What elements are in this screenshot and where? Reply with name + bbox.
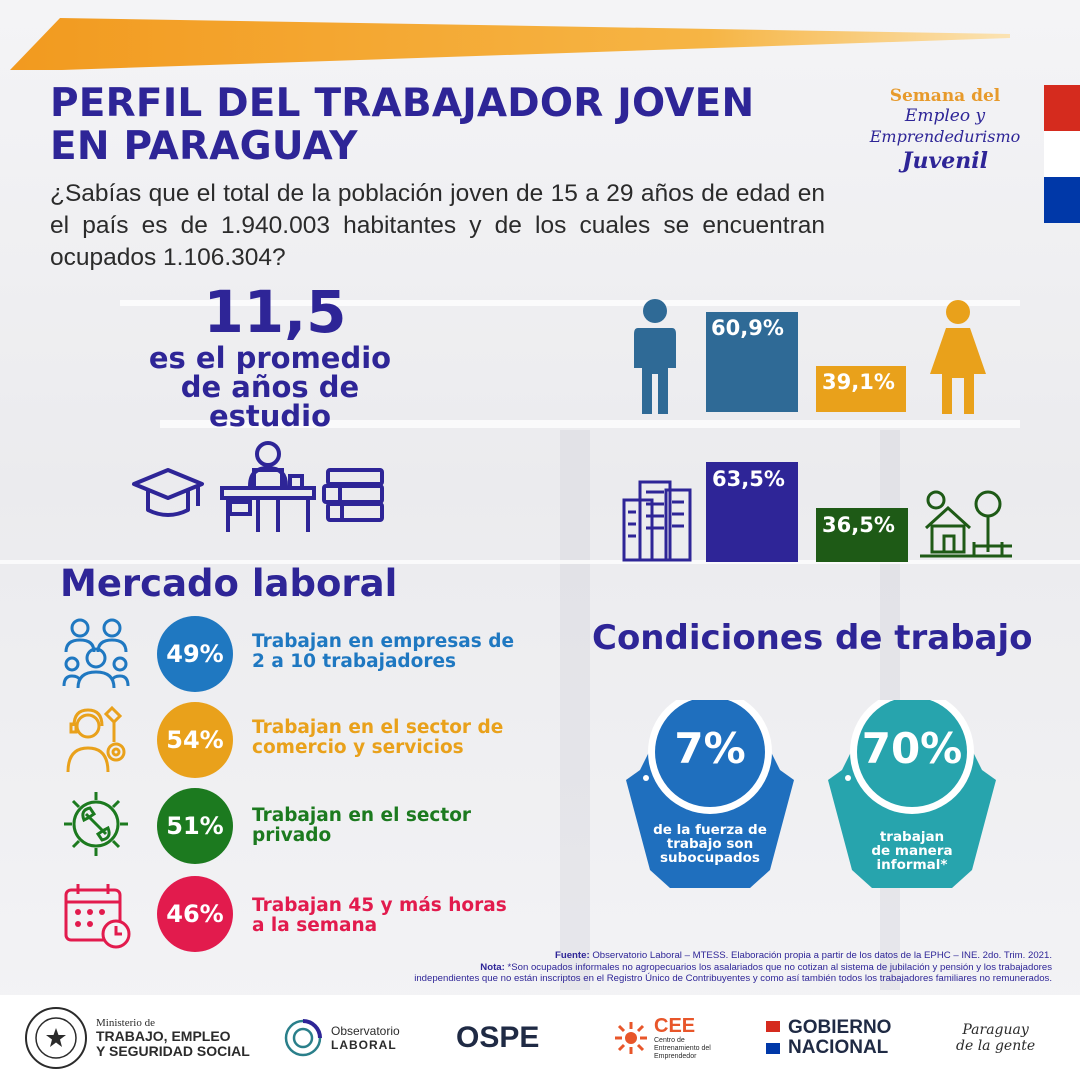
female-bar — [816, 366, 906, 412]
intro-paragraph: ¿Sabías que el total de la población jov… — [50, 180, 825, 271]
source-note: Fuente: Observatorio Laboral – MTESS. El… — [414, 950, 1052, 984]
urban-pct-label: 63,5% — [712, 467, 785, 491]
male-bar — [706, 312, 798, 412]
background-beam — [160, 420, 1020, 428]
observatorio-logo: Observatorio LABORAL — [283, 995, 400, 1080]
background-beam — [0, 560, 1080, 564]
mercado-laboral-heading: Mercado laboral — [60, 562, 398, 605]
informal-badge — [828, 700, 996, 888]
workers-group-icon — [62, 618, 130, 689]
paraguay-de-la-gente-logo: Paraguay de la gente — [956, 1021, 1036, 1054]
ospe-logo: OSPE — [456, 1020, 540, 1054]
stat-text-commerce: Trabajan en el sector de comercio y servi… — [252, 717, 504, 758]
rural-bar — [816, 508, 908, 562]
city-buildings-icon — [622, 480, 692, 562]
stat-pct-commerce: 54% — [157, 702, 233, 778]
stat-text-private-sector: Trabajan en el sector privado — [252, 805, 472, 846]
education-years-value: 11,5 — [203, 278, 347, 346]
stat-text-weekly-hours: Trabajan 45 y más horas a la semana — [252, 895, 507, 936]
rural-house-icon — [920, 490, 1012, 558]
stat-text-small-companies: Trabajan en empresas de 2 a 10 trabajador… — [252, 631, 514, 672]
background-column — [560, 430, 590, 990]
student-at-desk-icon — [220, 441, 316, 532]
male-icon — [634, 299, 676, 414]
orange-header-stripe — [10, 18, 1010, 70]
condiciones-heading: Condiciones de trabajo — [592, 618, 1033, 658]
underemployed-text: de la fuerza de trabajo son subocupados — [653, 822, 767, 866]
informal-pct: 70% — [861, 724, 963, 773]
government-seal-icon — [25, 1006, 87, 1069]
female-icon — [930, 300, 986, 414]
ministerio-logo: Ministerio de TRABAJO, EMPLEO Y SEGURIDA… — [24, 995, 250, 1080]
male-pct-label: 60,9% — [711, 316, 784, 340]
calendar-clock-icon — [64, 884, 131, 949]
paraguay-flag — [1044, 85, 1080, 223]
underemployed-badge — [626, 700, 794, 888]
education-label: es el promedio de años de estudio — [148, 341, 392, 433]
books-stack-icon — [322, 468, 384, 522]
stat-pct-weekly-hours: 46% — [157, 876, 233, 952]
graduation-cap-icon — [132, 468, 204, 517]
background-beam — [120, 300, 1020, 306]
stat-pct-small-companies: 49% — [157, 616, 233, 692]
informal-text: trabajan de manera informal* — [871, 829, 953, 873]
rural-pct-label: 36,5% — [822, 513, 895, 537]
commerce-services-icon — [66, 705, 126, 773]
sun-flower-icon — [615, 1021, 647, 1054]
underemployed-pct: 7% — [674, 724, 746, 773]
stat-pct-private-sector: 51% — [157, 788, 233, 864]
footer-logos: Ministerio de TRABAJO, EMPLEO Y SEGURIDA… — [0, 995, 1080, 1080]
gear-wrench-icon — [64, 792, 128, 856]
cee-logo: CEE Centro de Entrenamiento del Emprende… — [614, 995, 711, 1080]
observatorio-icon — [284, 1018, 322, 1056]
education-icons — [132, 441, 384, 532]
brand-logo: Semana del Empleo y Emprendedurismo Juve… — [869, 86, 1021, 174]
page-title: PERFIL DEL TRABAJADOR JOVEN EN PARAGUAY — [50, 81, 755, 169]
gobierno-nacional-logo: GOBIERNO NACIONAL — [766, 995, 891, 1080]
female-pct-label: 39,1% — [822, 370, 895, 394]
urban-bar — [706, 462, 798, 562]
flag-mark-icon — [766, 1020, 780, 1055]
